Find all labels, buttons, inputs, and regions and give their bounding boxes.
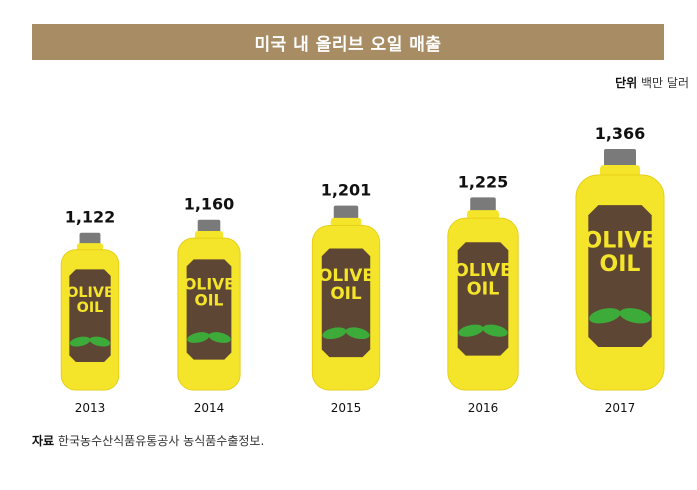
bottle-label-text: OLIVE <box>454 261 512 281</box>
bottle-chart: OLIVEOIL1,1222013OLIVEOIL1,1602014OLIVEO… <box>60 124 665 415</box>
bottle-cap <box>79 232 101 246</box>
source-value: 한국농수산식품유통공사 농식품수출정보. <box>57 434 265 448</box>
unit-label: 단위 <box>615 76 638 90</box>
bottle-label-text: OLIVE <box>66 285 114 301</box>
year-label: 2015 <box>331 401 362 415</box>
bottle-label-text: OLIVE <box>318 265 374 285</box>
bottle-label-text: OIL <box>195 292 224 310</box>
year-label: 2013 <box>75 401 106 415</box>
bottle-cap <box>604 149 636 167</box>
year-label: 2016 <box>468 401 499 415</box>
bottle-label-text: OIL <box>77 300 104 316</box>
bottle-label-text: OIL <box>600 252 641 277</box>
leaf-icon <box>589 308 621 324</box>
bottle-cap <box>197 219 221 234</box>
leaf-icon <box>345 327 370 340</box>
leaf-icon <box>187 332 210 343</box>
chart-title: 미국 내 올리브 오일 매출 <box>254 34 442 55</box>
unit-note: 단위 백만 달러 <box>615 74 689 91</box>
bottle-label-text: OLIVE <box>183 275 235 293</box>
bottle-label-text: OIL <box>330 283 362 303</box>
year-label: 2014 <box>194 401 225 415</box>
unit-value: 백만 달러 <box>641 76 689 90</box>
chart-title-bar: 미국 내 올리브 오일 매출 <box>32 24 664 60</box>
leaf-icon <box>619 308 651 324</box>
source-note: 자료 한국농수산식품유통공사 농식품수출정보. <box>32 432 264 449</box>
leaf-icon <box>322 327 347 340</box>
leaf-icon <box>89 336 111 347</box>
bottle-cap <box>470 197 496 213</box>
leaf-icon <box>482 324 508 337</box>
value-label: 1,366 <box>595 124 646 143</box>
bottle-label-text: OLIVE <box>584 229 657 254</box>
value-label: 1,122 <box>65 208 116 227</box>
value-label: 1,225 <box>458 172 509 191</box>
leaf-icon <box>69 336 91 347</box>
bottle-label-text: OIL <box>467 280 500 300</box>
leaf-icon <box>458 324 484 337</box>
value-label: 1,201 <box>321 181 372 200</box>
year-label: 2017 <box>605 401 636 415</box>
leaf-icon <box>208 332 231 343</box>
source-label: 자료 <box>32 434 55 448</box>
bottle-cap <box>333 205 359 220</box>
value-label: 1,160 <box>184 195 235 214</box>
